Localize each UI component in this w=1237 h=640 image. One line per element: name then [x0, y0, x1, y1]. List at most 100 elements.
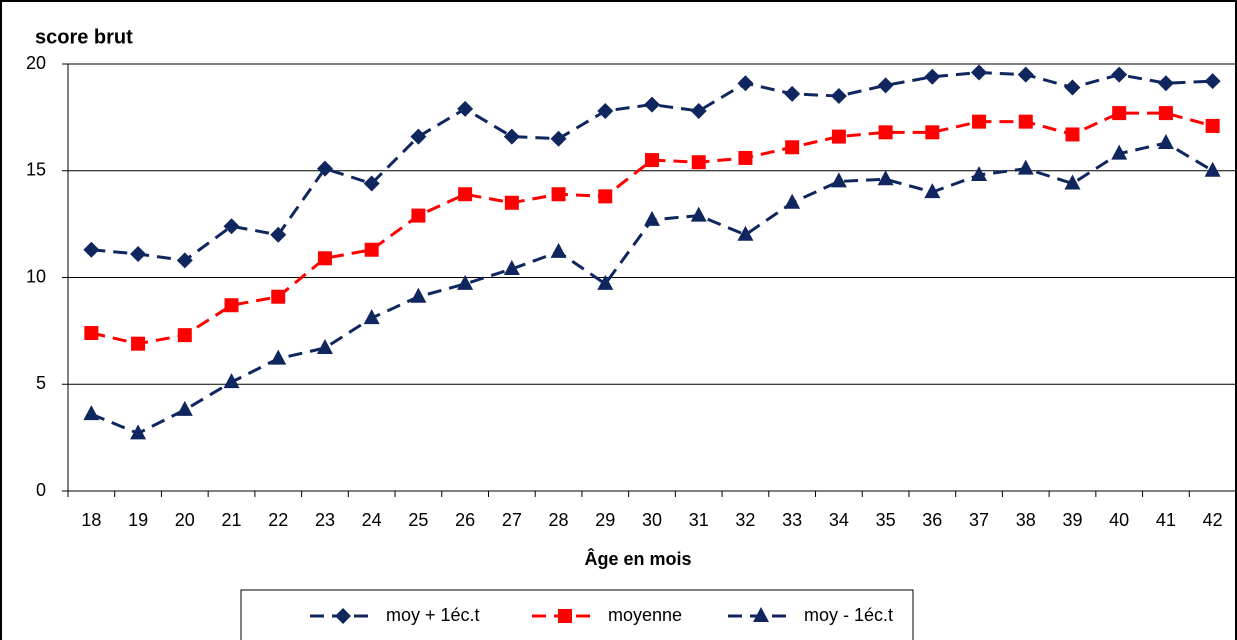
data-point [925, 125, 940, 140]
y-tick-label: 15 [26, 160, 46, 180]
legend-marker [335, 608, 351, 624]
data-point [737, 225, 754, 241]
data-point [458, 187, 473, 202]
data-point [270, 226, 287, 243]
data-point [597, 274, 614, 290]
data-point [831, 129, 846, 144]
x-tick-label: 20 [175, 510, 195, 530]
data-point [971, 166, 988, 182]
legend-label: moyenne [608, 605, 682, 625]
data-point [1204, 73, 1221, 90]
data-point [830, 172, 847, 188]
x-tick-label: 42 [1203, 510, 1223, 530]
data-point [597, 102, 614, 119]
data-point [84, 326, 99, 341]
data-point [271, 289, 286, 304]
data-point [1112, 106, 1127, 121]
y-axis-title: score brut [35, 26, 133, 48]
data-point [784, 193, 801, 209]
x-tick-label: 33 [782, 510, 802, 530]
x-tick-label: 27 [502, 510, 522, 530]
x-tick-label: 32 [735, 510, 755, 530]
x-tick-label: 38 [1016, 510, 1036, 530]
data-point [690, 206, 707, 222]
data-point [1157, 75, 1174, 92]
data-point [176, 252, 193, 269]
data-point [363, 175, 380, 192]
data-point [1205, 118, 1220, 133]
data-point [644, 210, 660, 226]
data-point [130, 246, 147, 263]
data-point [410, 287, 427, 303]
data-point [83, 405, 100, 421]
x-tick-label: 35 [876, 510, 896, 530]
legend-label: moy - 1éc.t [804, 605, 893, 625]
x-tick-label: 26 [455, 510, 475, 530]
data-point [224, 298, 239, 313]
data-point [550, 242, 567, 258]
data-point [877, 77, 894, 94]
y-tick-label: 0 [36, 480, 46, 500]
data-point [1018, 114, 1033, 129]
data-point [1064, 79, 1081, 96]
legend-marker [753, 607, 769, 622]
y-tick-label: 10 [26, 266, 46, 286]
data-point [598, 189, 613, 204]
data-point [784, 85, 801, 102]
data-point [83, 241, 100, 258]
data-point [316, 160, 333, 177]
data-point [270, 349, 287, 365]
x-tick-label: 24 [362, 510, 382, 530]
data-point [737, 75, 754, 92]
x-tick-label: 40 [1109, 510, 1129, 530]
data-point [130, 424, 147, 440]
data-point [972, 114, 987, 129]
x-tick-label: 39 [1062, 510, 1082, 530]
x-tick-label: 21 [222, 510, 242, 530]
data-point [924, 183, 941, 199]
data-point [503, 259, 520, 275]
data-point [690, 102, 707, 119]
data-point [830, 88, 847, 105]
data-point [503, 128, 520, 145]
data-point [1157, 133, 1174, 149]
data-point [363, 309, 380, 325]
legend-label: moy + 1éc.t [386, 605, 480, 625]
data-point [223, 373, 240, 389]
data-point [1017, 159, 1034, 175]
data-point [504, 195, 519, 210]
x-tick-label: 22 [268, 510, 288, 530]
data-point [691, 155, 706, 170]
data-point [1065, 127, 1080, 142]
data-point [878, 125, 893, 140]
y-tick-label: 20 [26, 53, 46, 73]
data-point [457, 274, 474, 290]
x-tick-label: 31 [689, 510, 709, 530]
y-tick-label: 5 [36, 373, 46, 393]
data-point [645, 153, 659, 168]
x-tick-label: 30 [642, 510, 662, 530]
data-point [1158, 106, 1173, 121]
data-point [550, 130, 567, 147]
data-point [1064, 174, 1081, 190]
data-point [551, 187, 566, 202]
x-tick-label: 18 [81, 510, 101, 530]
data-point [877, 170, 894, 186]
x-tick-label: 23 [315, 510, 335, 530]
data-point [1017, 66, 1034, 83]
data-point [410, 128, 427, 145]
data-point [131, 336, 146, 351]
x-tick-label: 41 [1156, 510, 1176, 530]
data-point [1111, 66, 1128, 83]
data-point [316, 338, 333, 354]
x-tick-label: 28 [549, 510, 569, 530]
data-point [223, 218, 240, 235]
x-axis-title: Âge en mois [584, 548, 691, 569]
data-point [411, 208, 426, 223]
x-tick-label: 37 [969, 510, 989, 530]
data-point [1204, 161, 1221, 177]
data-point [1111, 144, 1128, 160]
x-tick-label: 19 [128, 510, 148, 530]
